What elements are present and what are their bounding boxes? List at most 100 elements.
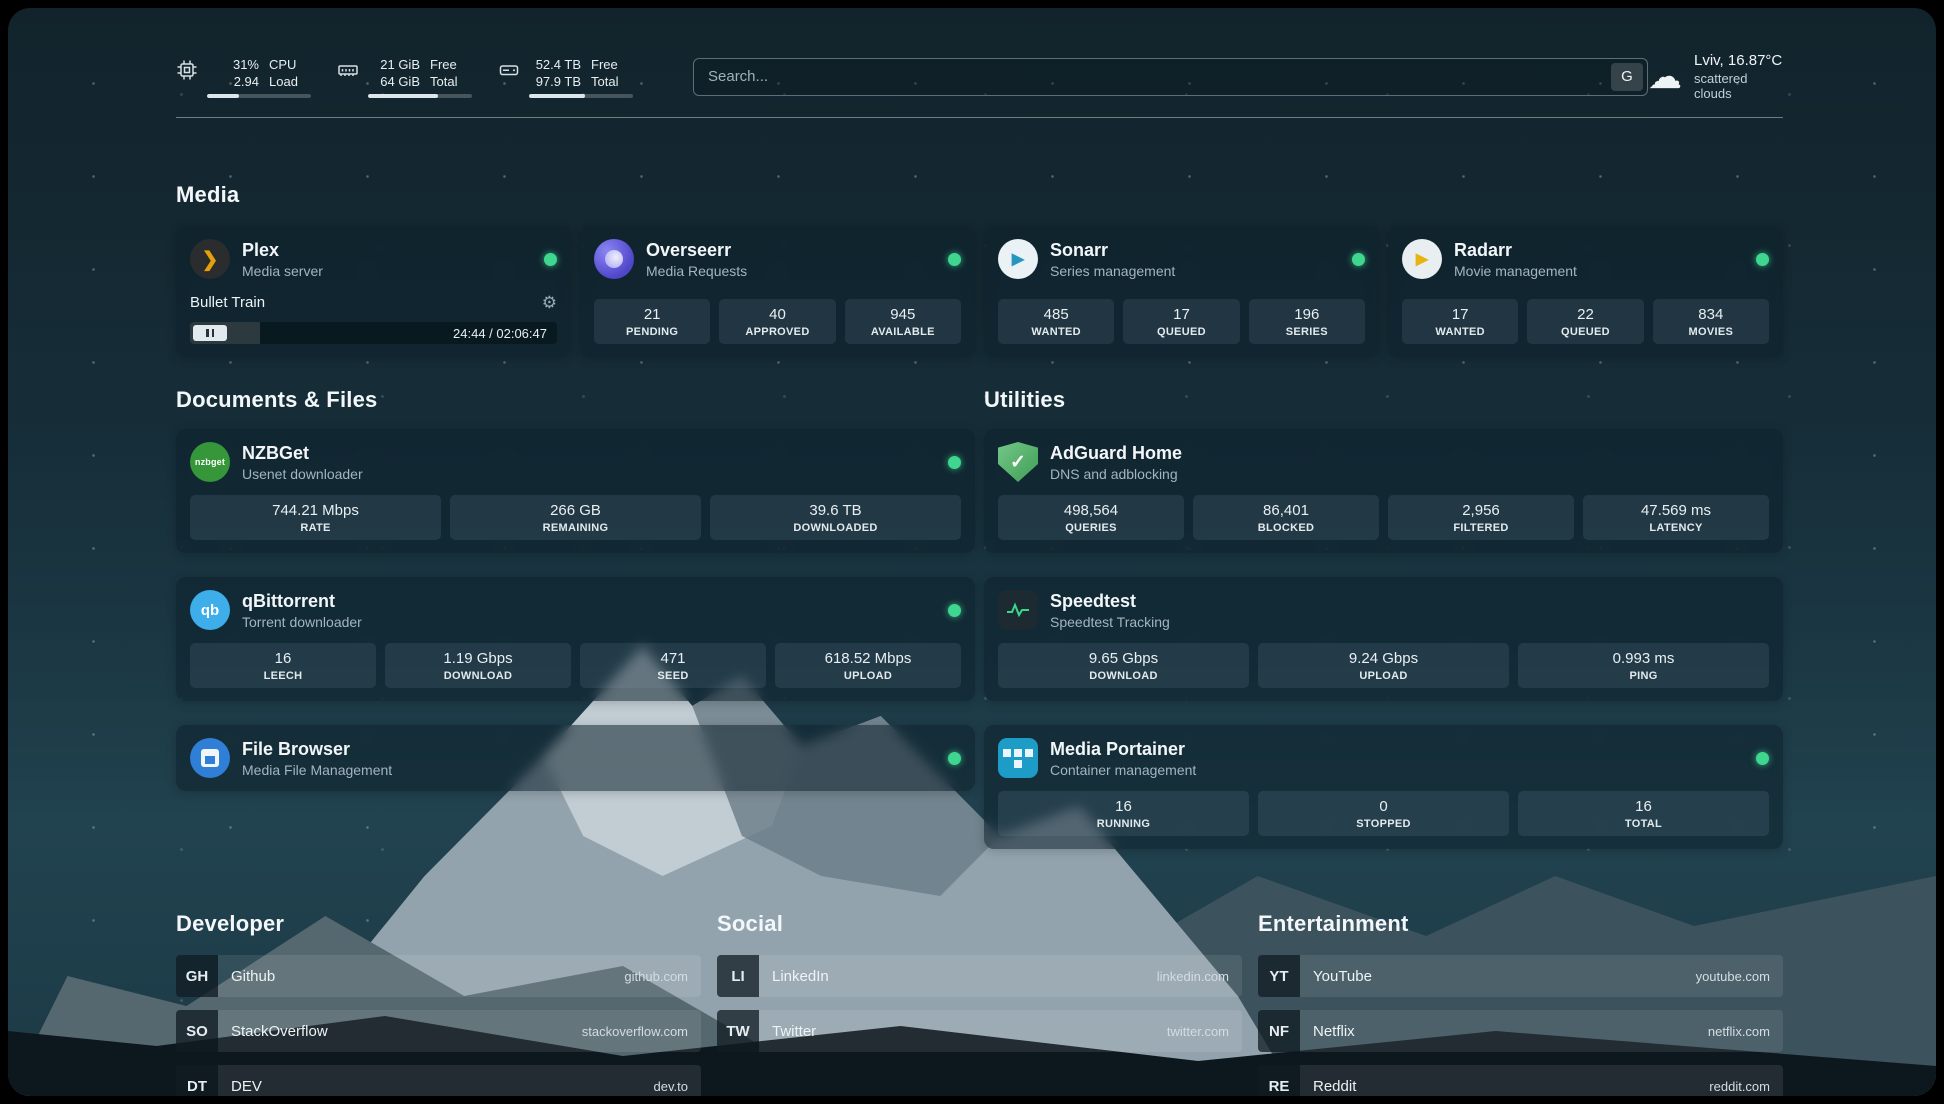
reddit-icon: RE xyxy=(1258,1065,1300,1096)
stat-label: WANTED xyxy=(1031,326,1081,338)
filebrowser-icon xyxy=(190,738,230,778)
cpu-usage-label: CPU xyxy=(269,56,297,72)
bookmark-reddit[interactable]: RE Reddit reddit.com xyxy=(1258,1065,1783,1096)
bookmark-stackoverflow[interactable]: SO StackOverflow stackoverflow.com xyxy=(176,1010,701,1052)
section-title-developer: Developer xyxy=(176,911,285,936)
stat-label: REMAINING xyxy=(542,522,609,534)
search-input[interactable] xyxy=(694,58,1647,95)
stat-available: 945 AVAILABLE xyxy=(844,299,961,344)
stat-value: 9.24 Gbps xyxy=(1348,650,1419,667)
cpu-usage-value: 31% xyxy=(232,56,259,72)
search-bar[interactable]: G xyxy=(693,57,1648,96)
section-title-utilities: Utilities xyxy=(984,387,1066,412)
twitter-icon: TW xyxy=(717,1010,759,1052)
app-card-overseerr[interactable]: Overseerr Media Requests 21 PENDING 40 A… xyxy=(580,226,975,357)
app-name: Radarr xyxy=(1454,239,1513,260)
top-bar: 31% CPU 2.94 Load xyxy=(176,8,1783,101)
bookmark-github[interactable]: GH Github github.com xyxy=(176,955,701,997)
stat-value: 485 xyxy=(1043,306,1069,323)
pause-button[interactable] xyxy=(193,325,227,341)
settings-gear-icon[interactable]: ⚙ xyxy=(541,292,557,312)
github-icon: GH xyxy=(176,955,218,997)
cpu-load-value: 2.94 xyxy=(233,73,259,89)
stat-label: RUNNING xyxy=(1096,818,1151,830)
bookmark-url: dev.to xyxy=(653,1078,688,1094)
search-engine-button[interactable]: G xyxy=(1611,62,1643,91)
playback-progress-bar[interactable]: 24:44 / 02:06:47 xyxy=(190,322,557,344)
stat-label: DOWNLOAD xyxy=(1089,670,1158,682)
ram-total-value: 64 GiB xyxy=(380,73,420,89)
bookmark-name: Netflix xyxy=(1313,1022,1355,1040)
app-card-speedtest[interactable]: Speedtest Speedtest Tracking 9.65 Gbps D… xyxy=(984,577,1783,701)
disk-progress-fill xyxy=(529,93,586,98)
bookmark-url: netflix.com xyxy=(1707,1023,1770,1039)
app-name: Plex xyxy=(242,239,280,260)
weather-location: Lviv, 16.87°C xyxy=(1694,52,1783,69)
app-subtitle: Series management xyxy=(1050,262,1176,279)
stat-series: 196 SERIES xyxy=(1248,299,1365,344)
stat-value: 498,564 xyxy=(1063,502,1119,519)
stat-label: RATE xyxy=(300,522,331,534)
dev-icon: DT xyxy=(176,1065,218,1096)
app-subtitle: Media File Management xyxy=(242,761,393,778)
app-card-filebrowser[interactable]: File Browser Media File Management xyxy=(176,725,975,791)
bookmark-url: stackoverflow.com xyxy=(581,1023,688,1039)
stat-value: 47.569 ms xyxy=(1640,502,1712,519)
stat-download: 9.65 Gbps DOWNLOAD xyxy=(998,643,1249,688)
stat-wanted: 17 WANTED xyxy=(1402,299,1519,344)
disk-total-value: 97.9 TB xyxy=(535,73,581,89)
stat-value: 266 GB xyxy=(550,502,601,519)
app-card-adguard[interactable]: ✓ AdGuard Home DNS and adblocking 498,56… xyxy=(984,429,1783,553)
stat-downloaded: 39.6 TB DOWNLOADED xyxy=(710,495,961,540)
app-card-qbittorrent[interactable]: qb qBittorrent Torrent downloader 16 LEE… xyxy=(176,577,975,701)
status-dot xyxy=(948,751,961,765)
app-card-sonarr[interactable]: ▶ Sonarr Series management 485 WANTED 17… xyxy=(984,226,1379,357)
app-name: AdGuard Home xyxy=(1050,442,1183,463)
memory-widget: 21 GiB Free 64 GiB Total xyxy=(337,56,472,98)
app-name: Speedtest xyxy=(1050,590,1137,611)
bookmark-url: reddit.com xyxy=(1709,1078,1770,1094)
stat-label: AVAILABLE xyxy=(870,326,935,338)
ram-free-value: 21 GiB xyxy=(380,56,420,72)
stat-value: 16 xyxy=(274,650,292,667)
app-subtitle: Media server xyxy=(242,262,323,279)
stat-label: LEECH xyxy=(263,670,303,682)
stat-queued: 17 QUEUED xyxy=(1123,299,1240,344)
utilities-column: Utilities ✓ AdGuard Home DNS and adblock… xyxy=(984,387,1783,849)
app-card-radarr[interactable]: ▶ Radarr Movie management 17 WANTED 22 Q… xyxy=(1388,226,1783,357)
disk-icon xyxy=(499,64,519,75)
bookmark-dev[interactable]: DT DEV dev.to xyxy=(176,1065,701,1096)
bookmark-name: LinkedIn xyxy=(772,967,829,985)
stat-label: QUEUED xyxy=(1561,326,1610,338)
section-title-documents: Documents & Files xyxy=(176,387,378,412)
stat-label: MOVIES xyxy=(1688,326,1734,338)
bookmarks-entertainment: Entertainment YT YouTube youtube.com NF … xyxy=(1258,911,1783,1096)
stat-label: UPLOAD xyxy=(1359,670,1408,682)
stat-label: DOWNLOADED xyxy=(793,522,878,534)
stat-label: QUERIES xyxy=(1065,522,1117,534)
disk-total-label: Total xyxy=(591,73,619,89)
cpu-progress-track xyxy=(207,93,311,98)
bookmark-netflix[interactable]: NF Netflix netflix.com xyxy=(1258,1010,1783,1052)
stat-label: BLOCKED xyxy=(1257,522,1315,534)
bookmark-youtube[interactable]: YT YouTube youtube.com xyxy=(1258,955,1783,997)
app-subtitle: Speedtest Tracking xyxy=(1050,613,1170,630)
app-card-portainer[interactable]: Media Portainer Container management 16 … xyxy=(984,725,1783,849)
app-card-plex[interactable]: ❯ Plex Media server Bullet Train ⚙ 24:44… xyxy=(176,226,571,357)
radarr-icon: ▶ xyxy=(1402,239,1442,279)
stat-value: 21 xyxy=(643,306,661,323)
bookmark-linkedin[interactable]: LI LinkedIn linkedin.com xyxy=(717,955,1242,997)
stat-label: APPROVED xyxy=(745,326,810,338)
app-subtitle: Usenet downloader xyxy=(242,465,363,482)
app-card-nzbget[interactable]: nzbget NZBGet Usenet downloader 744.21 M… xyxy=(176,429,975,553)
stat-value: 471 xyxy=(660,650,686,667)
cloud-icon: ☁ xyxy=(1648,57,1682,96)
bookmark-url: youtube.com xyxy=(1695,968,1770,984)
bookmark-url: linkedin.com xyxy=(1156,968,1229,984)
stat-value: 16 xyxy=(1115,798,1132,815)
youtube-icon: YT xyxy=(1258,955,1300,997)
disk-free-label: Free xyxy=(591,56,618,72)
bookmark-name: Github xyxy=(231,967,276,985)
bookmark-twitter[interactable]: TW Twitter twitter.com xyxy=(717,1010,1242,1052)
stat-value: 618.52 Mbps xyxy=(824,650,912,667)
